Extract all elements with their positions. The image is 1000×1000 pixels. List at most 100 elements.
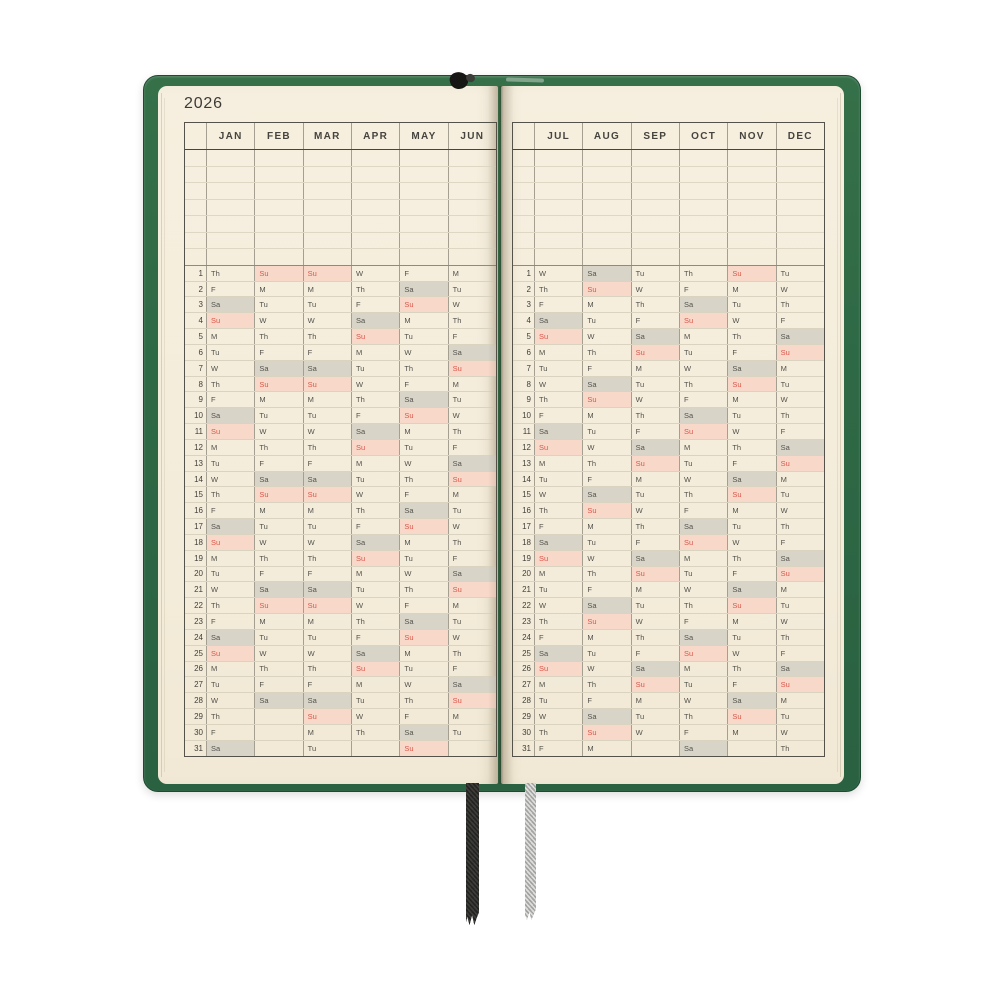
- day-number: 17: [522, 521, 531, 531]
- day-cell: Th: [727, 439, 775, 455]
- blank-number-cell: [513, 216, 534, 232]
- day-number: 28: [522, 696, 531, 706]
- day-cell: Sa: [302, 582, 351, 598]
- day-cell: Su: [399, 519, 448, 534]
- day-cell: Sa: [582, 487, 631, 503]
- day-cell: Th: [582, 677, 630, 693]
- day-cell: F: [582, 471, 630, 487]
- day-cell: F: [582, 360, 630, 376]
- blank-cell: [534, 216, 582, 232]
- day-cell: [727, 740, 775, 756]
- day-cell: W: [350, 598, 399, 614]
- month-header: FEB: [254, 123, 302, 149]
- day-cell: M: [534, 677, 582, 693]
- month-header: APR: [350, 123, 399, 149]
- day-cell: Tu: [206, 677, 254, 693]
- day-cell: Sa: [399, 614, 448, 629]
- day-cell: Th: [254, 439, 302, 455]
- corner-cell: [513, 123, 534, 149]
- day-cell: Su: [727, 598, 776, 614]
- day-cell: Th: [254, 329, 302, 344]
- month-header: NOV: [727, 123, 775, 149]
- day-row: 31 F M Sa Th: [513, 740, 824, 756]
- blank-cell: [727, 249, 775, 265]
- day-cell: Th: [399, 693, 447, 709]
- blank-row: [513, 150, 824, 167]
- day-cell: F: [254, 344, 302, 360]
- day-cell: F: [775, 645, 824, 661]
- day-number: 3: [198, 300, 203, 310]
- blank-cell: [206, 199, 254, 216]
- day-cell: Th: [534, 392, 582, 408]
- day-cell: W: [399, 455, 447, 471]
- day-cell: Su: [254, 376, 303, 392]
- day-cell: W: [678, 582, 727, 598]
- blank-row: [513, 166, 824, 184]
- day-row: 27 M Th Su Tu F Su: [513, 677, 824, 694]
- day-cell: F: [447, 550, 496, 566]
- day-row: 6 Tu F F M W Sa: [185, 344, 496, 361]
- month-header: SEP: [630, 123, 679, 149]
- day-cell: Sa: [302, 360, 351, 376]
- day-number: 15: [194, 490, 203, 500]
- month-header: OCT: [678, 123, 727, 149]
- month-header: JUN: [447, 123, 496, 149]
- day-cell: Su: [206, 534, 255, 550]
- month-header: JUL: [534, 123, 582, 149]
- day-cell: M: [350, 677, 399, 693]
- day-rows-section: 1 Th Su Su W F M 2 F M M Th Sa Tu 3 Sa Tu Tu F Su W 4 Su W W Sa M T…: [185, 265, 496, 756]
- day-cell: Su: [399, 297, 448, 313]
- day-cell: Th: [534, 281, 582, 297]
- day-cell: Tu: [350, 582, 399, 598]
- day-cell: Tu: [582, 534, 630, 550]
- day-cell: Tu: [534, 693, 582, 709]
- day-cell: Tu: [630, 376, 679, 392]
- day-cell: Th: [350, 281, 399, 297]
- day-cell: W: [727, 424, 775, 439]
- blank-cell: [254, 249, 302, 265]
- day-cell: Th: [775, 408, 824, 424]
- day-cell: Tu: [350, 360, 399, 376]
- day-number: 5: [526, 332, 531, 342]
- day-cell: Sa: [534, 424, 583, 439]
- day-cell: F: [206, 724, 254, 740]
- day-cell: M: [678, 329, 727, 344]
- day-cell: Tu: [350, 471, 399, 487]
- day-cell: M: [447, 265, 496, 281]
- day-cell: Sa: [678, 740, 728, 756]
- day-cell: Tu: [678, 344, 727, 360]
- corner-cell: [185, 123, 206, 149]
- day-cell: M: [399, 424, 447, 439]
- day-cell: Sa: [582, 265, 631, 281]
- day-number: 24: [194, 632, 203, 642]
- day-cell: F: [206, 503, 254, 519]
- day-number: 29: [522, 711, 531, 721]
- blank-number-cell: [185, 233, 206, 249]
- blank-cell: [399, 216, 447, 232]
- blank-cell: [678, 166, 727, 183]
- day-cell: M: [727, 614, 775, 629]
- day-cell: Su: [534, 329, 583, 344]
- day-row: 25 Su W W Sa M Th: [185, 645, 496, 662]
- day-cell: W: [399, 344, 447, 360]
- day-cell: M: [302, 281, 351, 297]
- day-number: 11: [194, 427, 203, 437]
- day-cell: M: [630, 582, 679, 598]
- blank-cell: [350, 232, 399, 249]
- day-cell: Su: [534, 439, 583, 455]
- day-cell: Sa: [350, 534, 400, 550]
- blank-cell: [206, 216, 254, 232]
- day-cell: M: [447, 709, 496, 724]
- blank-notes-section: [185, 150, 496, 266]
- day-cell: Th: [399, 471, 447, 487]
- blank-cell: [254, 183, 302, 199]
- day-cell: Su: [534, 661, 583, 677]
- day-cell: Th: [630, 629, 679, 645]
- blank-cell: [630, 249, 679, 265]
- blank-number-cell: [185, 150, 206, 166]
- blank-cell: [302, 199, 351, 216]
- day-cell: Tu: [206, 566, 254, 582]
- day-cell: F: [534, 408, 582, 424]
- day-cell: M: [399, 534, 447, 550]
